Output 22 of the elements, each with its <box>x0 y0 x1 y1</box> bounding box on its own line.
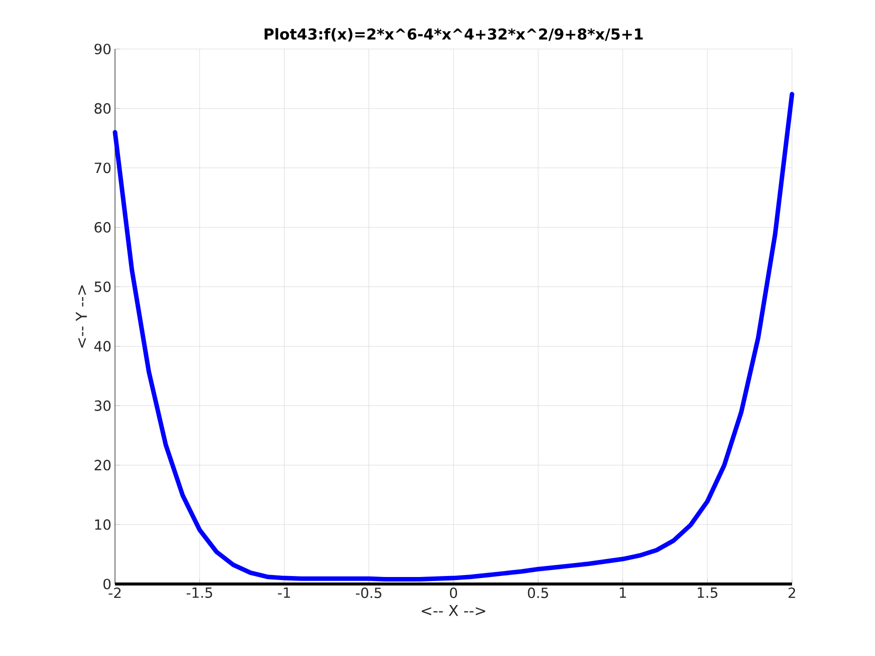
y-tick-label: 40 <box>94 340 111 352</box>
y-tick-label: 90 <box>94 44 111 54</box>
x-tick-label: 2 <box>788 588 796 598</box>
x-tick-label: 1 <box>620 588 626 598</box>
x-tick-label: 0 <box>450 588 458 598</box>
x-tick-label: 1.5 <box>698 588 718 598</box>
y-tick-label: 10 <box>95 519 111 530</box>
y-tick-label: 80 <box>94 103 111 114</box>
y-tick-label: 70 <box>94 162 111 174</box>
y-tick-label: 30 <box>94 400 111 411</box>
x-tick-label: -2 <box>108 588 121 598</box>
y-tick-label: 0 <box>103 578 111 590</box>
y-tick-label: 20 <box>94 460 111 470</box>
y-tick-label: 60 <box>94 222 111 233</box>
x-tick-label: 0.5 <box>528 588 548 598</box>
y-axis-title: <-- Y --> <box>76 285 87 348</box>
x-tick-label: -1 <box>278 588 290 598</box>
y-tick-label: 50 <box>94 281 111 292</box>
x-axis-title: <-- X --> <box>422 604 486 616</box>
x-tick-label: -0.5 <box>356 588 382 598</box>
x-tick-label: -1.5 <box>186 588 212 598</box>
chart-title: Plot43:f(x)=2*x^6-4*x^4+32*x^2/9+8*x/5+1 <box>264 28 643 42</box>
